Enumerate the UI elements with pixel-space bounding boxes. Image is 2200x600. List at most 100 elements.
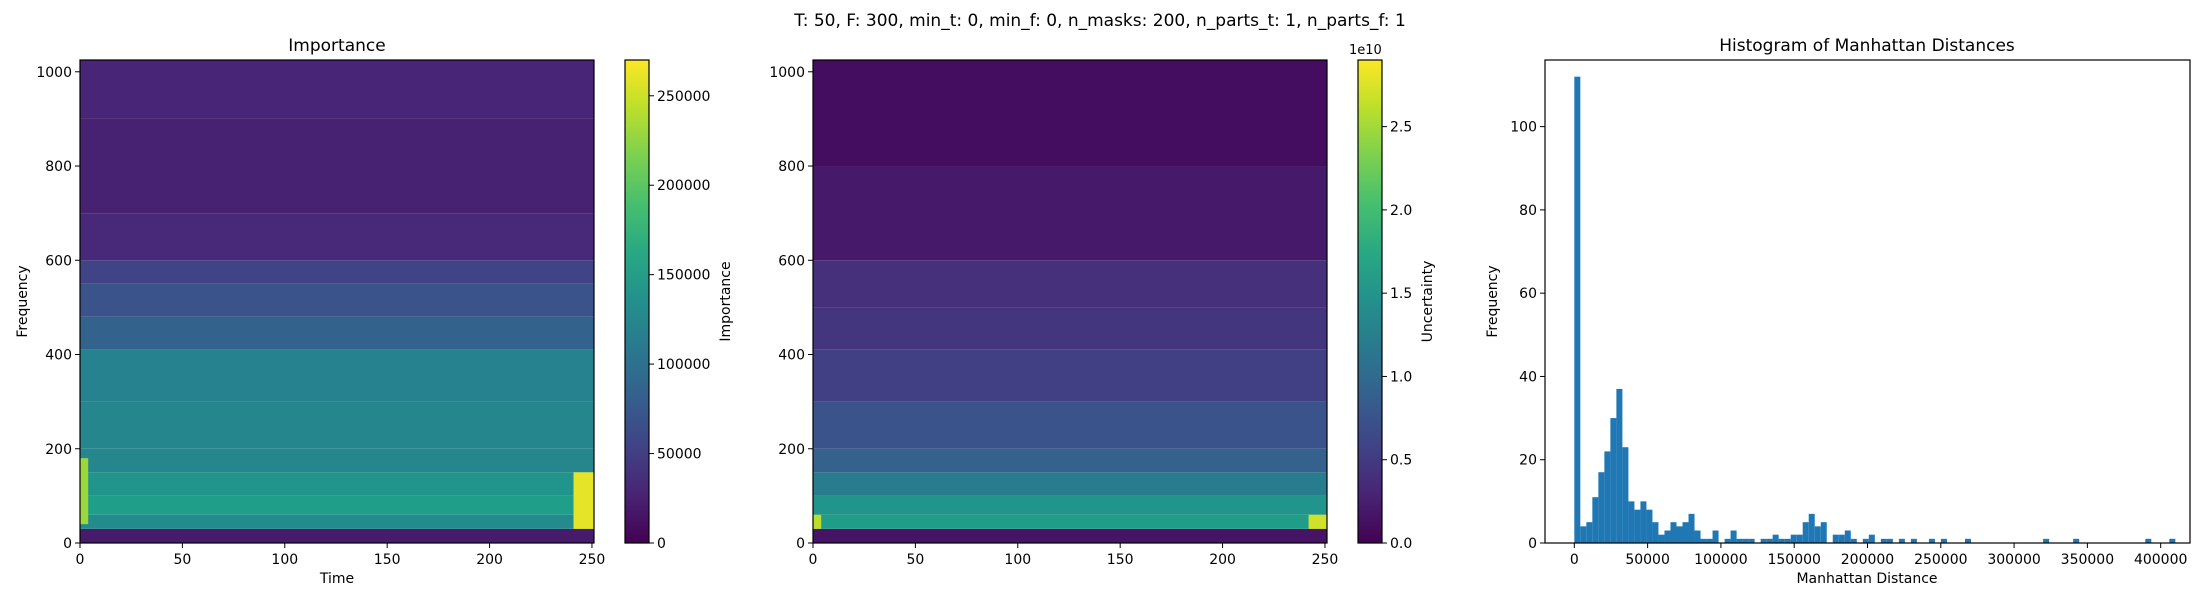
heatmap-band xyxy=(80,316,594,350)
histogram-bar xyxy=(1598,472,1605,543)
colorbar-gradient xyxy=(1357,59,1383,544)
y-tick-label: 20 xyxy=(1519,453,1537,469)
x-tick-label: 250 xyxy=(1312,552,1339,568)
importance-y-axis-label: Frequency xyxy=(15,265,31,337)
importance-title: Importance xyxy=(288,36,385,56)
uncertainty-axes: 0 50 100 150 200 250 0 200 400 600 800 1000 xyxy=(769,65,1338,568)
histogram-bar xyxy=(1832,534,1839,543)
histogram-bar xyxy=(1616,388,1623,543)
x-tick-label: 0 xyxy=(76,552,85,568)
histogram-y-axis-label: Frequency xyxy=(1485,265,1501,337)
y-tick-label: 1000 xyxy=(769,65,805,81)
x-tick-label: 350000 xyxy=(2061,552,2114,568)
histogram-bar xyxy=(1640,501,1647,543)
x-tick-label: 0 xyxy=(1570,552,1579,568)
colorbar-tick-label: 150000 xyxy=(657,268,710,284)
histogram-bar xyxy=(1610,418,1617,543)
importance-axes: 0 50 100 150 200 250 0 200 400 600 800 1000 xyxy=(36,65,605,568)
histogram-bar xyxy=(1652,522,1659,543)
x-tick-label: 50000 xyxy=(1625,552,1670,568)
y-tick-label: 1000 xyxy=(36,65,72,81)
y-tick-label: 0 xyxy=(63,536,72,552)
heatmap-band xyxy=(813,307,1327,350)
colorbar-tick-label: 2.0 xyxy=(1390,203,1412,219)
histogram-bar xyxy=(1820,522,1827,543)
uncertainty-panel: 0 50 100 150 200 250 0 200 400 600 800 1000 0.0 0.5 1… xyxy=(769,43,1436,568)
colorbar-gradient xyxy=(624,59,650,544)
y-tick-label: 600 xyxy=(45,253,72,269)
uncertainty-colorbar-offset: 1e10 xyxy=(1349,43,1382,58)
importance-panel: 0 50 100 150 200 250 0 200 400 600 800 1000 Importa… xyxy=(15,36,734,587)
y-tick-label: 800 xyxy=(778,159,805,175)
heatmap-band xyxy=(80,260,594,284)
heatmap-band xyxy=(813,495,1327,515)
uncertainty-plot-frame xyxy=(812,59,1328,544)
histogram-bar xyxy=(1964,538,1971,543)
heatmap-band xyxy=(813,60,1327,167)
x-tick-label: 50 xyxy=(906,552,924,568)
histogram-bar xyxy=(1814,526,1821,543)
colorbar-tick-label: 0 xyxy=(657,536,666,552)
x-tick-label: 250 xyxy=(579,552,606,568)
x-tick-label: 150000 xyxy=(1767,552,1820,568)
heatmap-band xyxy=(80,349,594,402)
heatmap-hotspot xyxy=(573,472,594,529)
colorbar-tick-label: 250000 xyxy=(657,89,710,105)
histogram-bar xyxy=(1682,522,1689,543)
heatmap-band xyxy=(813,514,1327,529)
heatmap-band xyxy=(80,472,594,496)
histogram-bar xyxy=(1772,534,1779,543)
x-tick-label: 150 xyxy=(1107,552,1134,568)
x-tick-label: 0 xyxy=(809,552,818,568)
importance-plot-frame xyxy=(79,59,595,544)
heatmap-band xyxy=(80,213,594,261)
y-tick-label: 400 xyxy=(778,348,805,364)
histogram-bar xyxy=(1844,530,1851,543)
histogram-bar xyxy=(1646,509,1653,543)
heatmap-hotspot xyxy=(813,514,822,529)
y-tick-label: 80 xyxy=(1519,203,1537,219)
histogram-bar xyxy=(1628,501,1635,543)
histogram-bar xyxy=(1712,530,1719,543)
colorbar-tick-label: 2.5 xyxy=(1390,120,1412,136)
histogram-bar xyxy=(2043,538,2050,543)
x-tick-label: 100 xyxy=(271,552,298,568)
y-tick-label: 40 xyxy=(1519,369,1537,385)
histogram-bar xyxy=(1928,538,1935,543)
colorbar-tick-label: 1.0 xyxy=(1390,369,1412,385)
colorbar-tick-label: 100000 xyxy=(657,357,710,373)
histogram-bar xyxy=(1880,538,1887,543)
x-tick-label: 300000 xyxy=(1987,552,2040,568)
histogram-bar xyxy=(1790,534,1797,543)
heatmap-band xyxy=(80,118,594,214)
histogram-bar xyxy=(1742,538,1749,543)
histogram-bar xyxy=(1766,538,1773,543)
x-tick-label: 150 xyxy=(374,552,401,568)
importance-colorbar: 0 50000 100000 150000 200000 250000 xyxy=(624,59,710,552)
uncertainty-heatmap-cells xyxy=(813,60,1327,543)
histogram-bar xyxy=(1736,538,1743,543)
x-tick-label: 200 xyxy=(1209,552,1236,568)
histogram-axes: 0 50000 100000 150000 200000 250000 300000 3500… xyxy=(1510,120,2187,568)
histogram-bar xyxy=(1748,538,1755,543)
y-tick-label: 600 xyxy=(778,253,805,269)
histogram-bar xyxy=(1838,534,1845,543)
histogram-bar xyxy=(1886,538,1893,543)
histogram-bar xyxy=(1796,534,1803,543)
heatmap-band xyxy=(813,528,1327,543)
y-tick-label: 0 xyxy=(796,536,805,552)
histogram-bar xyxy=(1580,526,1587,543)
histogram-bar xyxy=(1664,530,1671,543)
colorbar-tick-label: 0.5 xyxy=(1390,453,1412,469)
histogram-bar xyxy=(1586,522,1593,543)
heatmap-band xyxy=(80,401,594,449)
y-tick-label: 0 xyxy=(1528,536,1537,552)
histogram-x-axis-label: Manhattan Distance xyxy=(1796,571,1937,587)
histogram-bar xyxy=(1898,538,1905,543)
histogram-bar xyxy=(1850,538,1857,543)
heatmap-band xyxy=(80,514,594,529)
heatmap-band xyxy=(80,283,594,317)
heatmap-band xyxy=(813,166,1327,261)
histogram-bar xyxy=(1760,538,1767,543)
